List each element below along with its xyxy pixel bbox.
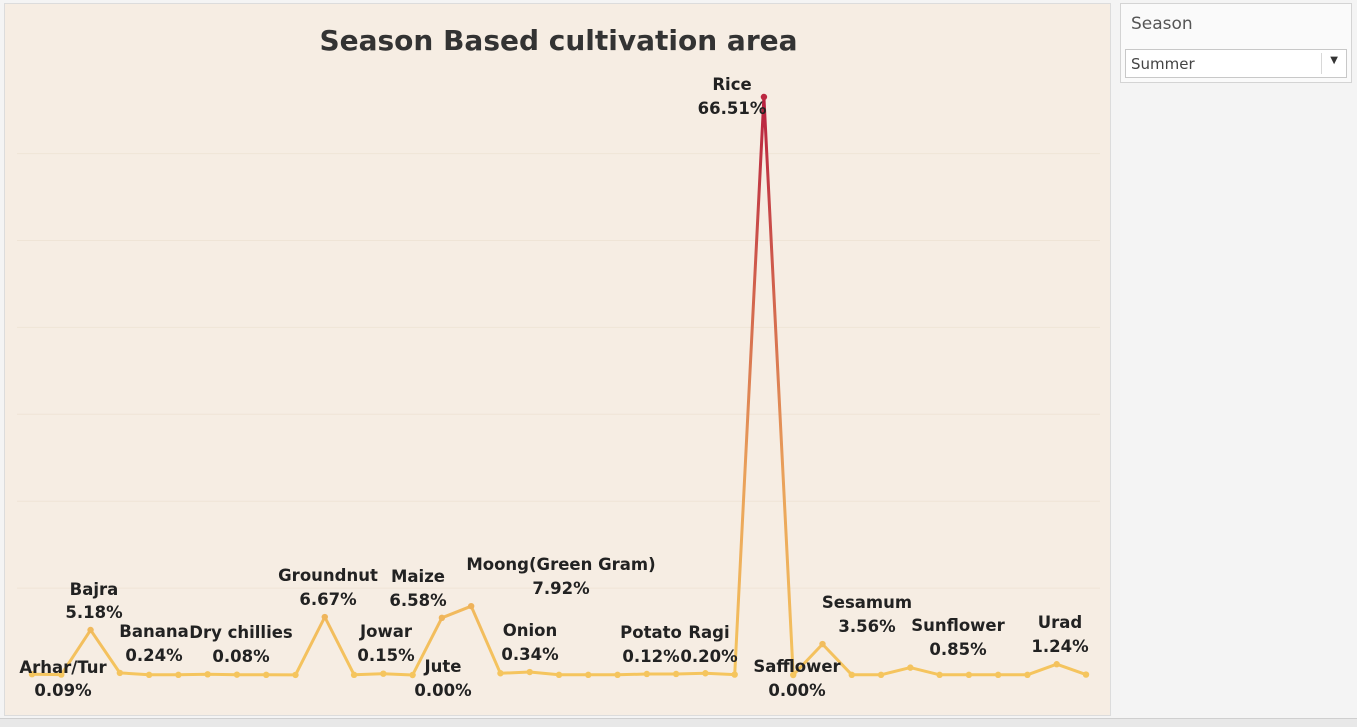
line-chart: Arhar/Tur 0.09% Bajra 5.18%Banana 0.24% Dry c… [17, 75, 1100, 700]
point-label-sesamum: Sesamum [822, 593, 912, 612]
data-point[interactable] [1024, 671, 1031, 679]
season-selected-value: Summer [1131, 55, 1195, 73]
data-point[interactable] [848, 671, 855, 679]
point-label-bajra: Bajra [70, 580, 119, 599]
data-point-ragi[interactable] [702, 670, 709, 677]
point-value-label-banana: 0.24% [125, 646, 183, 665]
point-value-label-potato: 0.12% [622, 647, 680, 666]
data-point[interactable] [145, 671, 153, 679]
point-value-label-sunflower: 0.85% [929, 640, 987, 659]
point-value-label-safflower: 0.00% [768, 681, 826, 700]
data-point-safflower[interactable] [790, 671, 797, 679]
point-label-maize: Maize [391, 567, 445, 586]
chart-panel: Season Based cultivation area Arhar/Tur 0… [4, 3, 1111, 716]
point-label-onion: Onion [503, 621, 558, 640]
data-point[interactable] [965, 671, 973, 679]
point-value-label-moong-green-gram: 7.92% [532, 579, 590, 598]
data-point-jute[interactable] [409, 671, 416, 679]
point-label-urad: Urad [1038, 613, 1082, 632]
data-point-moong-green-gram[interactable] [467, 602, 475, 610]
data-point-onion[interactable] [526, 668, 533, 676]
data-point-jowar[interactable] [380, 670, 387, 677]
season-filter: Season Summer ▼ [1120, 3, 1352, 83]
chevron-down-icon[interactable]: ▼ [1330, 55, 1338, 66]
data-point[interactable] [58, 671, 65, 678]
data-point[interactable] [497, 670, 504, 677]
point-value-label-rice: 66.51% [698, 99, 767, 118]
point-value-label-onion: 0.34% [501, 645, 559, 664]
data-point-rice[interactable] [760, 93, 768, 101]
horizontal-scrollbar[interactable] [0, 718, 1357, 727]
data-point[interactable] [350, 671, 358, 679]
data-point-sunflower[interactable] [907, 664, 914, 671]
data-point[interactable] [994, 671, 1002, 679]
data-point[interactable] [585, 671, 592, 679]
point-value-label-dry-chillies: 0.08% [212, 647, 270, 666]
point-value-label-sesamum: 3.56% [838, 617, 896, 636]
data-point[interactable] [877, 671, 885, 679]
point-label-ragi: Ragi [688, 623, 729, 642]
data-point-urad[interactable] [1053, 661, 1060, 668]
point-label-moong-green-gram: Moong(Green Gram) [466, 555, 655, 574]
point-value-label-bajra: 5.18% [65, 603, 123, 622]
data-point-groundnut[interactable] [321, 613, 328, 621]
data-point[interactable] [263, 671, 270, 679]
data-point[interactable] [672, 670, 680, 678]
data-point-maize[interactable] [438, 614, 446, 622]
point-value-label-jute: 0.00% [414, 681, 472, 700]
data-point[interactable] [555, 671, 563, 679]
point-value-label-arhar-tur: 0.09% [34, 681, 92, 700]
data-point[interactable] [731, 671, 738, 678]
dropdown-divider [1321, 53, 1322, 74]
data-point-bajra[interactable] [87, 626, 94, 634]
data-point[interactable] [614, 671, 621, 679]
point-label-sunflower: Sunflower [911, 616, 1005, 635]
point-label-dry-chillies: Dry chillies [189, 623, 293, 642]
data-point[interactable] [175, 671, 182, 679]
point-value-label-ragi: 0.20% [680, 647, 738, 666]
data-point[interactable] [292, 671, 299, 679]
point-label-banana: Banana [119, 622, 188, 641]
point-label-jowar: Jowar [359, 622, 413, 641]
data-point-arhar-tur[interactable] [28, 671, 36, 678]
data-point[interactable] [233, 671, 241, 678]
season-filter-title: Season [1131, 14, 1193, 34]
point-label-groundnut: Groundnut [278, 566, 378, 585]
point-value-label-maize: 6.58% [389, 591, 447, 610]
data-point[interactable] [936, 671, 943, 679]
point-label-safflower: Safflower [753, 657, 841, 676]
point-label-potato: Potato [620, 623, 682, 642]
data-point-potato[interactable] [643, 670, 651, 678]
data-point-sesamum[interactable] [819, 640, 826, 648]
point-value-label-groundnut: 6.67% [299, 590, 357, 609]
point-value-label-jowar: 0.15% [357, 646, 415, 665]
point-label-arhar-tur: Arhar/Tur [19, 658, 107, 677]
season-dropdown[interactable]: Summer ▼ [1125, 49, 1347, 78]
data-point[interactable] [1082, 671, 1090, 678]
point-label-rice: Rice [712, 75, 751, 94]
data-point-banana[interactable] [116, 669, 124, 677]
point-value-label-urad: 1.24% [1031, 637, 1089, 656]
chart-title: Season Based cultivation area [319, 24, 798, 57]
point-label-jute: Jute [424, 657, 462, 676]
data-point-dry-chillies[interactable] [204, 671, 211, 678]
